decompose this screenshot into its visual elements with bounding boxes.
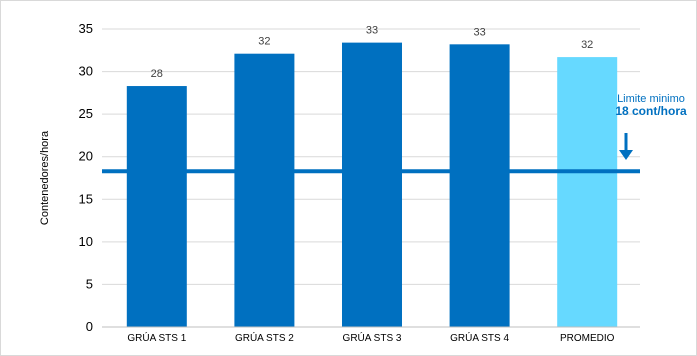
y-tick-label: 35 (79, 21, 93, 36)
y-tick-label: 25 (79, 106, 93, 121)
data-label: 33 (473, 26, 485, 38)
bars (126, 42, 618, 328)
y-tick-label: 15 (79, 191, 93, 206)
data-label: 28 (151, 68, 163, 80)
down-arrow-icon (619, 133, 633, 160)
x-axis-categories: GRÚA STS 1 GRÚA STS 2 GRÚA STS 3 GRÚA STS 4… (127, 331, 614, 344)
y-tick-label: 5 (86, 276, 93, 291)
limit-annotation-value: 18 cont/hora (615, 104, 687, 118)
category-label: GRÚA STS 2 (235, 331, 294, 344)
data-label: 32 (258, 36, 270, 48)
y-tick-label: 10 (79, 234, 93, 249)
limit-annotation-title: Limite minimo (617, 93, 685, 105)
data-labels: 28 32 33 33 32 (151, 25, 594, 80)
data-label: 32 (581, 39, 593, 51)
data-label: 33 (366, 25, 378, 37)
y-axis-label: Contenedores/hora (39, 130, 51, 225)
category-label: PROMEDIO (560, 333, 615, 344)
bar (126, 86, 187, 327)
arrow-head (619, 150, 633, 160)
y-tick-label: 0 (86, 319, 93, 334)
bar (449, 44, 510, 327)
category-label: GRÚA STS 4 (450, 331, 509, 344)
bar (557, 57, 618, 328)
y-axis-ticks: 0 5 10 15 20 25 30 35 (79, 21, 93, 334)
y-tick-label: 20 (79, 149, 93, 164)
bar (342, 42, 402, 327)
bar (234, 53, 295, 327)
y-tick-label: 30 (79, 64, 93, 79)
category-label: GRÚA STS 1 (127, 331, 186, 344)
category-label: GRÚA STS 3 (343, 331, 402, 344)
